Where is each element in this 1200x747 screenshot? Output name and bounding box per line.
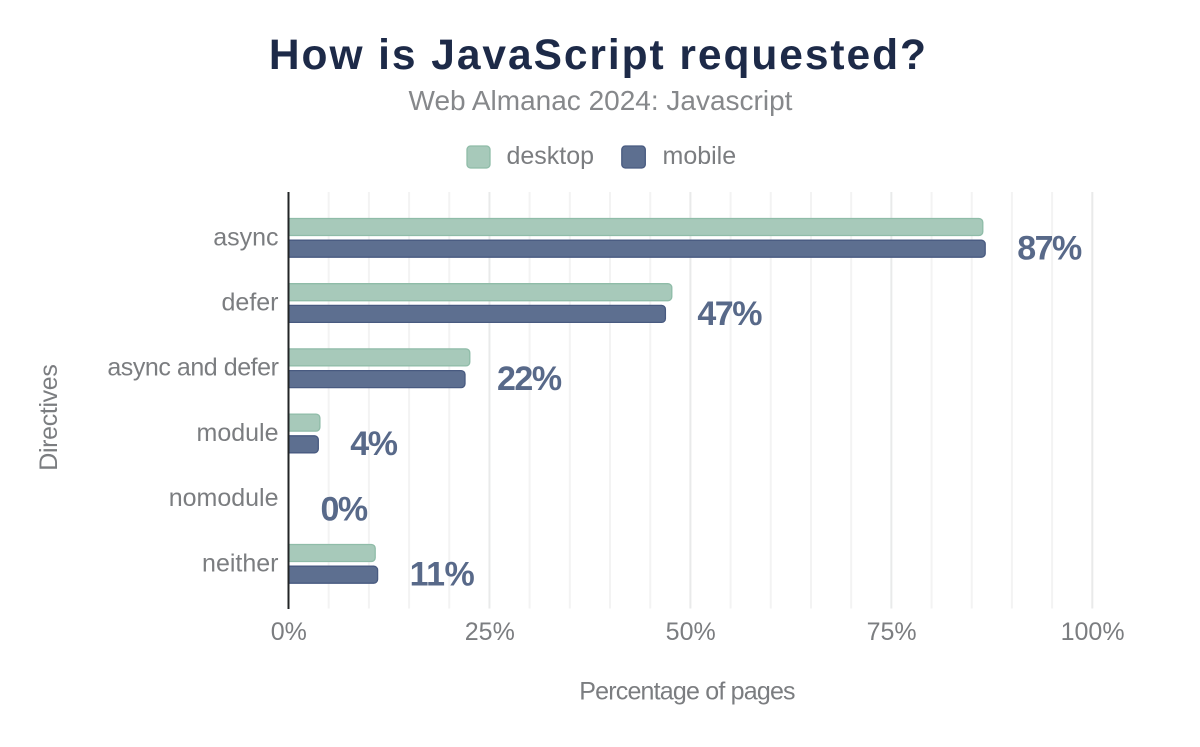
svg-text:mobile: mobile bbox=[663, 142, 737, 170]
svg-text:50%: 50% bbox=[666, 618, 716, 646]
svg-text:async: async bbox=[213, 223, 278, 251]
svg-text:Percentage of pages: Percentage of pages bbox=[579, 677, 795, 705]
svg-text:async and defer: async and defer bbox=[107, 354, 278, 382]
svg-text:module: module bbox=[197, 419, 279, 447]
svg-text:neither: neither bbox=[202, 549, 278, 577]
svg-text:100%: 100% bbox=[1061, 618, 1125, 646]
svg-text:75%: 75% bbox=[867, 618, 917, 646]
svg-text:nomodule: nomodule bbox=[169, 484, 279, 512]
svg-text:0%: 0% bbox=[271, 618, 307, 646]
svg-text:desktop: desktop bbox=[507, 142, 595, 170]
svg-text:How is JavaScript requested?: How is JavaScript requested? bbox=[269, 32, 928, 79]
svg-text:Directives: Directives bbox=[35, 364, 63, 470]
svg-text:0%: 0% bbox=[321, 490, 368, 528]
svg-text:87%: 87% bbox=[1017, 230, 1082, 268]
svg-text:25%: 25% bbox=[465, 618, 515, 646]
svg-text:defer: defer bbox=[222, 289, 279, 317]
svg-text:4%: 4% bbox=[350, 425, 397, 463]
svg-text:22%: 22% bbox=[497, 360, 562, 398]
svg-text:11%: 11% bbox=[410, 556, 475, 594]
svg-text:Web Almanac 2024: Javascript: Web Almanac 2024: Javascript bbox=[409, 85, 793, 116]
svg-text:47%: 47% bbox=[697, 295, 762, 333]
